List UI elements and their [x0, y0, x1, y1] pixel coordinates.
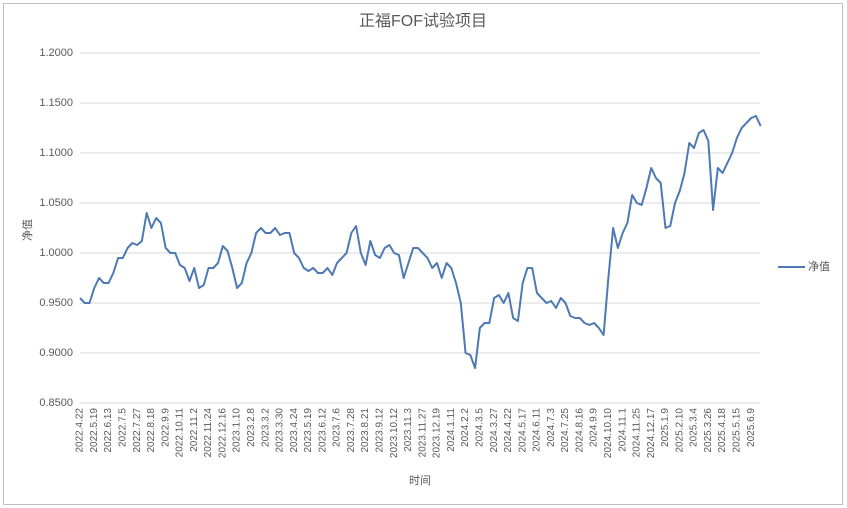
- y-tick-label: 1.0000: [39, 247, 73, 259]
- x-tick-label: 2022.7.5: [117, 408, 128, 447]
- x-tick-label: 2024.10.10: [603, 408, 614, 458]
- y-tick-label: 0.9000: [39, 347, 73, 359]
- y-tick-label: 0.9500: [39, 297, 73, 309]
- x-tick-label: 2023.7.28: [346, 408, 357, 453]
- x-tick-label: 2023.10.12: [389, 408, 400, 458]
- x-tick-label: 2023.12.19: [432, 408, 443, 458]
- x-tick-label: 2023.11.27: [417, 408, 428, 458]
- y-tick-label: 1.1000: [39, 147, 73, 159]
- x-tick-label: 2024.7.25: [560, 408, 571, 453]
- x-tick-label: 2022.9.9: [160, 408, 171, 447]
- x-tick-label: 2022.11.24: [203, 408, 214, 458]
- x-tick-label: 2024.12.17: [646, 408, 657, 458]
- x-tick-label: 2024.11.25: [632, 408, 643, 458]
- x-tick-label: 2023.1.10: [232, 408, 243, 453]
- x-tick-label: 2023.7.6: [332, 408, 343, 447]
- x-tick-label: 2024.8.16: [574, 408, 585, 453]
- chart-title: 正福FOF试验项目: [359, 12, 487, 30]
- data-line: [79, 115, 762, 369]
- x-tick-label: 2024.9.9: [589, 408, 600, 447]
- x-tick-label: 2024.4.22: [503, 408, 514, 453]
- x-tick-label: 2023.11.3: [403, 408, 414, 452]
- x-tick-label: 2024.5.17: [517, 408, 528, 453]
- legend-label: 净值: [808, 259, 830, 273]
- x-axis-label: 时间: [409, 474, 431, 487]
- x-tick-label: 2022.10.11: [175, 408, 186, 458]
- x-tick-label: 2022.6.13: [103, 408, 114, 453]
- x-tick-label: 2023.4.24: [289, 408, 300, 453]
- x-tick-label: 2025.5.15: [732, 408, 743, 453]
- x-tick-label: 2023.2.8: [246, 408, 257, 447]
- y-tick-label: 1.0500: [39, 197, 73, 209]
- x-tick-label: 2025.4.18: [717, 408, 728, 453]
- x-tick-label: 2023.3.30: [275, 408, 286, 453]
- x-tick-label: 2024.6.11: [532, 408, 543, 452]
- x-tick-label: 2023.8.21: [360, 408, 371, 453]
- y-axis-label: 净值: [20, 219, 34, 241]
- x-tick-label: 2023.6.12: [317, 408, 328, 453]
- x-tick-label: 2025.6.9: [746, 408, 757, 447]
- x-tick-label: 2024.2.2: [460, 408, 471, 447]
- x-tick-label: 2024.1.11: [446, 408, 457, 452]
- x-tick-label: 2025.2.10: [674, 408, 685, 453]
- x-tick-label: 2023.9.12: [375, 408, 386, 453]
- x-tick-label: 2024.3.5: [474, 408, 485, 447]
- x-tick-label: 2024.11.1: [617, 408, 628, 452]
- y-tick-label: 1.1500: [39, 97, 73, 109]
- x-tick-label: 2025.3.26: [703, 408, 714, 453]
- x-tick-label: 2024.7.3: [546, 408, 557, 447]
- x-tick-label: 2024.3.27: [489, 408, 500, 453]
- x-tick-label: 2023.3.2: [260, 408, 271, 447]
- x-tick-label: 2025.1.9: [660, 408, 671, 447]
- x-tick-label: 2022.5.19: [89, 408, 100, 453]
- y-tick-label: 1.2000: [39, 47, 73, 59]
- x-tick-label: 2022.11.2: [189, 408, 200, 452]
- x-tick-label: 2022.4.22: [75, 408, 86, 453]
- x-tick-label: 2022.8.18: [146, 408, 157, 453]
- x-tick-label: 2025.3.4: [689, 408, 700, 447]
- x-tick-label: 2022.7.27: [132, 408, 143, 453]
- y-tick-label: 0.8500: [39, 397, 73, 409]
- x-tick-label: 2023.5.19: [303, 408, 314, 453]
- x-tick-label: 2022.12.16: [217, 408, 228, 458]
